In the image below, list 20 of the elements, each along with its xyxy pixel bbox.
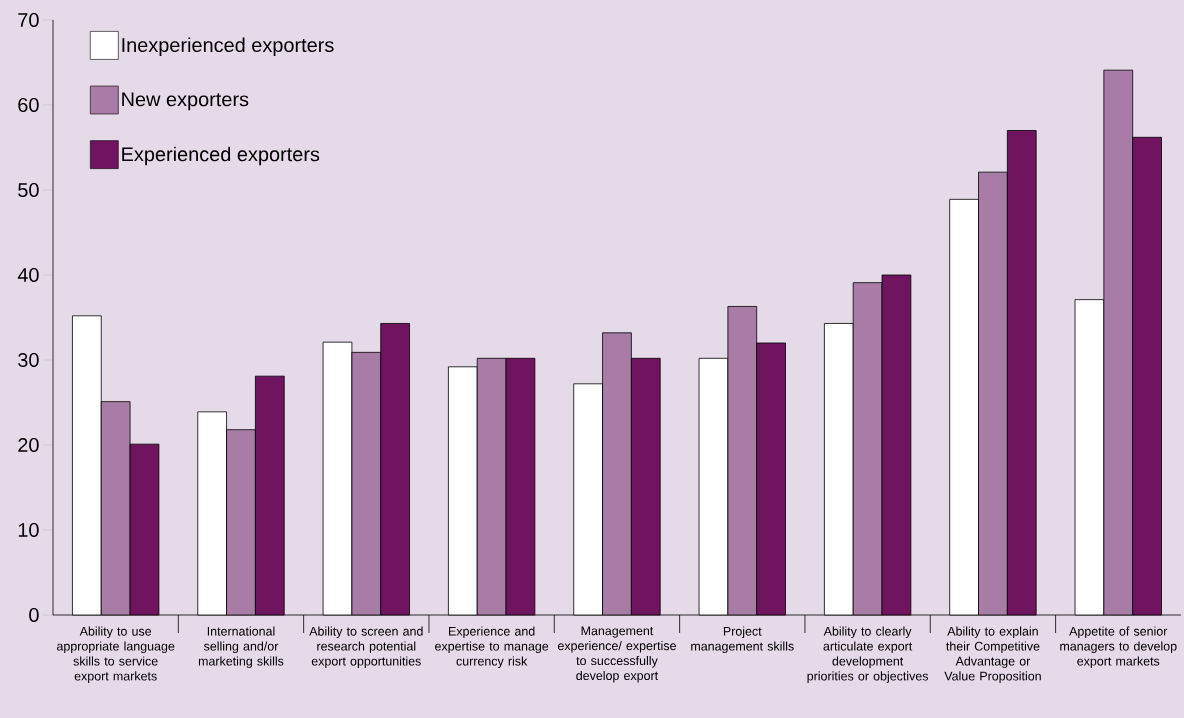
legend-label: Inexperienced exporters	[122, 37, 334, 57]
y-tick-label: 50	[18, 182, 39, 198]
x-tick-label: Appetite of senior managers to develop export markets	[1060, 626, 1177, 669]
x-tick-label: Experience and expertise to manage currency risk	[435, 626, 549, 669]
y-tick-label: 60	[18, 97, 39, 113]
y-tick-label: 0	[29, 607, 39, 623]
y-tick-label: 40	[17, 267, 39, 283]
y-tick-label: 70	[18, 12, 39, 28]
legend-label: New exporters	[122, 92, 249, 111]
y-tick-label: 10	[18, 522, 39, 538]
x-tick-label: International selling and/or marketing skills	[198, 626, 284, 669]
x-tick-label: Ability to screen and research potential export opportunities	[309, 626, 423, 669]
x-tick-label: Ability to use appropriate language skills to service export markets	[56, 626, 175, 683]
x-tick-label: Management experience/ expertise to successfully develop export	[557, 626, 676, 683]
y-tick-label: 20	[18, 437, 39, 453]
x-tick-label: Ability to clearly articulate export development priorities or objectives	[807, 626, 929, 683]
legend-label: Experienced exporters	[122, 146, 320, 166]
y-tick-label: 30	[18, 352, 39, 368]
x-tick-label: Ability to explain their Competitive Advantage or Value Proposition	[944, 626, 1041, 683]
x-tick-label: Project management skills	[691, 626, 794, 654]
